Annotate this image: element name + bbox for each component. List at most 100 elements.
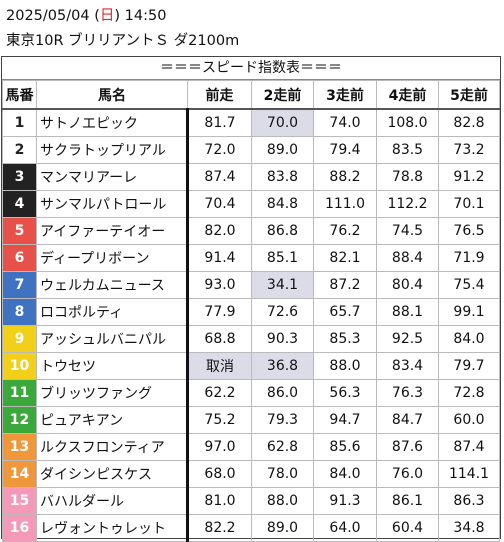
col-header-5back: 5走前	[438, 80, 500, 110]
speed-index-cell: 91.4	[187, 244, 252, 272]
table-row: 14 ダイシンピスケス 68.0 78.0 84.0 76.0 114.1	[2, 460, 500, 488]
speed-index-cell: 82.1	[313, 244, 377, 272]
speed-index-cell: 79.3	[251, 406, 314, 434]
speed-index-table: 馬番 馬名 前走 2走前 3走前 4走前 5走前 1 サトノエピック 81.7 70.…	[2, 80, 500, 542]
race-time: 14:50	[124, 8, 167, 24]
col-header-4back: 4走前	[376, 80, 439, 110]
table-row: 8 ロコポルティ 77.9 72.6 65.7 88.1 99.1	[2, 298, 500, 326]
table-row: 10 トウセツ 取消 36.8 88.0 83.4 79.7	[2, 352, 500, 380]
speed-index-cell: 36.8	[251, 352, 314, 380]
speed-index-cell: 82.2	[187, 514, 252, 542]
speed-index-cell: 72.6	[251, 298, 314, 326]
speed-index-cell: 90.3	[251, 325, 314, 353]
speed-index-cell: 74.0	[313, 108, 377, 137]
horse-number: 16	[2, 514, 37, 542]
horse-name: レヴォントゥレット	[36, 514, 189, 542]
race-datetime: 2025/05/04 (日) 14:50	[6, 7, 166, 25]
horse-number: 1	[2, 108, 37, 137]
speed-index-cell: 64.0	[313, 514, 377, 542]
horse-number: 7	[2, 271, 37, 299]
speed-index-cell: 93.0	[187, 271, 252, 299]
speed-index-cell: 86.8	[251, 217, 314, 245]
speed-index-cell: 76.2	[313, 217, 377, 245]
horse-name: ルクスフロンティア	[36, 433, 189, 461]
speed-index-cell: 114.1	[438, 460, 500, 488]
horse-name: トウセツ	[36, 352, 189, 380]
speed-index-cell: 78.8	[376, 163, 439, 191]
speed-index-cell: 88.1	[376, 298, 439, 326]
speed-index-cell: 88.0	[313, 352, 377, 380]
header-row: 馬番 馬名 前走 2走前 3走前 4走前 5走前	[2, 80, 500, 110]
col-header-3back: 3走前	[313, 80, 377, 110]
speed-index-cell: 70.1	[438, 190, 500, 218]
speed-index-cell: 34.1	[251, 271, 314, 299]
speed-index-cell: 92.5	[376, 325, 439, 353]
horse-number: 4	[2, 190, 37, 218]
horse-number: 2	[2, 136, 37, 164]
speed-index-cell: 84.0	[313, 460, 377, 488]
horse-number: 3	[2, 163, 37, 191]
speed-index-cell: 85.6	[313, 433, 377, 461]
horse-name: サトノエピック	[36, 108, 189, 137]
speed-index-cell: 60.0	[438, 406, 500, 434]
table-row: 9 アッシュルバニパル 68.8 90.3 85.3 92.5 84.0	[2, 325, 500, 353]
speed-index-cell: 73.2	[438, 136, 500, 164]
speed-index-cell: 89.0	[251, 514, 314, 542]
horse-name: バハルダール	[36, 487, 189, 515]
speed-index-cell: 72.0	[187, 136, 252, 164]
horse-name: ウェルカムニュース	[36, 271, 189, 299]
table-row: 2 サクラトップリアル 72.0 89.0 79.4 83.5 73.2	[2, 136, 500, 164]
table-row: 12 ピュアキアン 75.2 79.3 94.7 84.7 60.0	[2, 406, 500, 434]
speed-index-cell: 83.4	[376, 352, 439, 380]
table-row: 3 マンマリアーレ 87.4 83.8 88.2 78.8 91.2	[2, 163, 500, 191]
table-row: 5 アイファーテイオー 82.0 86.8 76.2 74.5 76.5	[2, 217, 500, 245]
table-caption: ＝＝＝スピード指数表＝＝＝	[2, 57, 500, 80]
speed-index-cell: 84.8	[251, 190, 314, 218]
speed-index-cell: 87.6	[376, 433, 439, 461]
speed-index-cell: 87.4	[187, 163, 252, 191]
speed-index-cell: 62.8	[251, 433, 314, 461]
speed-index-cell: 65.7	[313, 298, 377, 326]
speed-index-cell: 80.4	[376, 271, 439, 299]
speed-index-cell: 86.3	[438, 487, 500, 515]
speed-index-cell: 94.7	[313, 406, 377, 434]
col-header-name: 馬名	[36, 80, 188, 110]
speed-index-cell: 85.1	[251, 244, 314, 272]
horse-number: 12	[2, 406, 37, 434]
table-row: 11 ブリッツファング 62.2 86.0 56.3 76.3 72.8	[2, 379, 500, 407]
speed-index-cell: 75.2	[187, 406, 252, 434]
col-header-last: 前走	[187, 80, 252, 110]
speed-index-cell: 87.2	[313, 271, 377, 299]
race-title: 東京10R ブリリアントＳ ダ2100m	[6, 33, 240, 49]
table-row: 6 ディープリボーン 91.4 85.1 82.1 88.4 71.9	[2, 244, 500, 272]
speed-index-cell: 99.1	[438, 298, 500, 326]
table-row: 15 バハルダール 81.0 88.0 91.3 86.1 86.3	[2, 487, 500, 515]
speed-index-cell: 62.2	[187, 379, 252, 407]
horse-number: 15	[2, 487, 37, 515]
horse-name: アイファーテイオー	[36, 217, 189, 245]
horse-name: サンマルパトロール	[36, 190, 189, 218]
weekday-open: (	[94, 8, 100, 24]
speed-index-cell: 76.0	[376, 460, 439, 488]
speed-index-cell: 87.4	[438, 433, 500, 461]
horse-name: マンマリアーレ	[36, 163, 189, 191]
speed-index-cell: 97.0	[187, 433, 252, 461]
speed-index-cell: 74.5	[376, 217, 439, 245]
horse-number: 11	[2, 379, 37, 407]
horse-name: ダイシンピスケス	[36, 460, 189, 488]
speed-index-cell: 78.0	[251, 460, 314, 488]
horse-name: アッシュルバニパル	[36, 325, 189, 353]
speed-index-cell: 76.3	[376, 379, 439, 407]
speed-index-cell: 86.1	[376, 487, 439, 515]
horse-name: ピュアキアン	[36, 406, 189, 434]
speed-index-cell: 86.0	[251, 379, 314, 407]
speed-index-cell: 85.3	[313, 325, 377, 353]
speed-index-cell: 111.0	[313, 190, 377, 218]
col-header-number: 馬番	[2, 80, 37, 110]
horse-number: 8	[2, 298, 37, 326]
speed-index-cell: 79.4	[313, 136, 377, 164]
speed-index-cell: 81.7	[187, 108, 252, 137]
col-header-2back: 2走前	[251, 80, 314, 110]
horse-number: 5	[2, 217, 37, 245]
horse-number: 13	[2, 433, 37, 461]
